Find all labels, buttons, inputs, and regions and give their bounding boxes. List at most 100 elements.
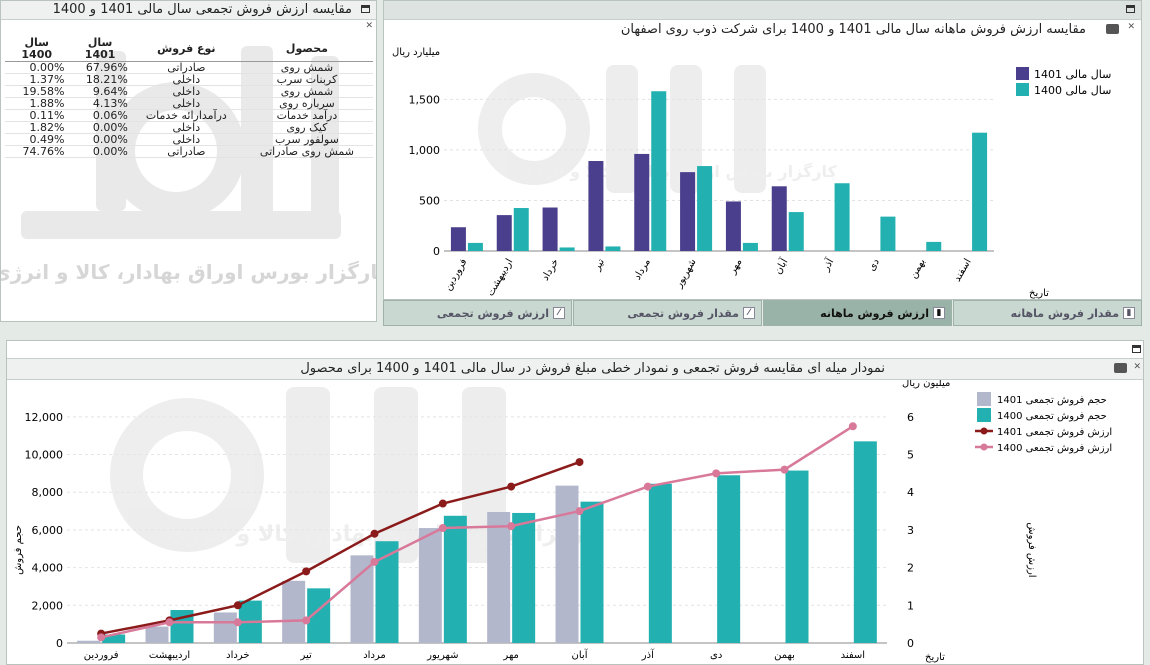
line-point[interactable] (575, 507, 584, 516)
line-point[interactable] (233, 601, 242, 610)
bar-1400[interactable] (513, 208, 529, 251)
print-icon[interactable] (1114, 363, 1127, 373)
y2-tick-label: 1 (907, 599, 914, 612)
legend-swatch (1016, 67, 1029, 80)
bar-1400[interactable] (853, 441, 877, 643)
close-icon[interactable]: ✕ (1127, 22, 1135, 32)
bar-1400[interactable] (307, 588, 331, 643)
legend-swatch (1016, 83, 1029, 96)
bar-1401[interactable] (725, 201, 741, 251)
tab-3[interactable]: ▮ مقدار فروش ماهانه (953, 300, 1142, 326)
bar-1400[interactable] (648, 483, 672, 643)
bar-1400[interactable] (834, 183, 850, 251)
tab-0[interactable]: ⁄ ارزش فروش تجمعی (383, 300, 572, 326)
bar-1400[interactable] (742, 242, 758, 251)
header-1401[interactable]: سال 1401 (68, 37, 132, 62)
bar-1400[interactable] (926, 241, 942, 251)
legend-label: ارزش فروش تجمعی 1400 (997, 443, 1112, 454)
x-tick-label: دی (866, 257, 882, 273)
bar-1401[interactable] (282, 580, 306, 643)
bar-1400[interactable] (375, 541, 399, 643)
watermark-shape (670, 65, 702, 193)
maximize-icon[interactable] (1132, 345, 1141, 353)
line-series-2[interactable] (100, 460, 580, 635)
bar-1400[interactable] (717, 475, 741, 643)
bar-1400[interactable] (580, 501, 604, 643)
line-point[interactable] (97, 633, 106, 642)
bar-1400[interactable] (788, 212, 804, 251)
bar-1401[interactable] (496, 215, 512, 251)
tab-2[interactable]: ▮ ارزش فروش ماهانه (763, 300, 952, 326)
bar-1401[interactable] (213, 612, 237, 643)
header-sale-type[interactable]: نوع فروش (131, 37, 241, 62)
table-row[interactable]: شمش روی صادراتی صادراتی 0.00% 74.76% (5, 145, 373, 158)
bar-1401[interactable] (487, 512, 511, 643)
bar-1401[interactable] (542, 207, 558, 251)
bar-1401[interactable] (350, 555, 374, 643)
maximize-icon[interactable] (361, 5, 370, 13)
table-row[interactable]: سولفور سرب داخلی 0.00% 0.49% (5, 133, 373, 146)
bar-1400[interactable] (880, 216, 896, 251)
line-point[interactable] (370, 529, 379, 538)
print-icon[interactable] (1106, 24, 1119, 34)
line-point[interactable] (165, 618, 174, 627)
table-row[interactable]: درآمد خدمات درآمدارائه خدمات 0.06% 0.11% (5, 109, 373, 122)
bar-1401[interactable] (634, 153, 650, 251)
table-row[interactable]: کیک روی داخلی 0.00% 1.82% (5, 121, 373, 134)
cell-1401: 4.13% (68, 97, 132, 110)
bar-1400[interactable] (512, 512, 536, 643)
line-point[interactable] (302, 616, 311, 625)
header-1400[interactable]: سال 1400 (5, 37, 69, 62)
bar-1401[interactable] (418, 528, 442, 643)
bar-1400[interactable] (785, 470, 809, 643)
line-point[interactable] (848, 422, 857, 431)
line-point[interactable] (302, 567, 311, 576)
bar-1401[interactable] (555, 485, 579, 643)
bar-1401[interactable] (450, 227, 466, 251)
bar-1400[interactable] (972, 132, 988, 251)
line-point[interactable] (438, 524, 447, 533)
line-point[interactable] (643, 482, 652, 491)
x-tick-label: آبان (771, 255, 791, 276)
line-series-3[interactable] (100, 425, 854, 639)
tab-1[interactable]: ⁄ مقدار فروش تجمعی (573, 300, 762, 326)
x-axis-label: تاریخ (1029, 288, 1049, 299)
line-point[interactable] (438, 499, 447, 508)
table-row[interactable]: کربنات سرب داخلی 18.21% 1.37% (5, 73, 373, 86)
table-row[interactable]: شمش روی صادراتی 67.96% 0.00% (5, 61, 373, 74)
table-row[interactable]: شمش روی داخلی 9.64% 19.58% (5, 85, 373, 98)
cell-1401: 18.21% (68, 73, 132, 86)
line-point[interactable] (507, 522, 516, 531)
bar-1401[interactable] (588, 161, 604, 251)
bar-1401[interactable] (77, 640, 101, 643)
line-point[interactable] (780, 465, 789, 474)
bar-1400[interactable] (443, 515, 467, 643)
bar-1400[interactable] (697, 166, 713, 251)
bar-1401[interactable] (771, 186, 787, 251)
bar-1401[interactable] (145, 626, 169, 643)
x-tick-label: مهر (502, 650, 518, 661)
bar-1400[interactable] (605, 246, 621, 251)
bar-1400[interactable] (467, 242, 483, 251)
line-point[interactable] (712, 469, 721, 478)
bar-1400[interactable] (559, 247, 575, 251)
close-icon[interactable]: ✕ (1133, 362, 1141, 372)
cell-1400: 0.11% (5, 109, 69, 122)
line-point[interactable] (233, 618, 242, 627)
y-tick-label: 8,000 (32, 486, 64, 499)
line-point[interactable] (370, 557, 379, 566)
bar-1400[interactable] (651, 91, 667, 251)
cell-sale-type: داخلی (131, 121, 241, 134)
x-tick-label: تیر (300, 650, 313, 661)
maximize-icon[interactable] (1126, 5, 1135, 13)
bar-1400[interactable] (102, 634, 126, 643)
y-tick-label: 1,500 (409, 93, 441, 106)
cumulative-chart-panel: نمودار میله ای مقایسه فروش تجمعی و نمودا… (6, 340, 1144, 665)
table-row[interactable]: سرباره روی داخلی 4.13% 1.88% (5, 97, 373, 110)
line-point[interactable] (575, 458, 584, 467)
line-point[interactable] (507, 482, 516, 491)
close-icon[interactable]: ✕ (365, 21, 373, 31)
header-product[interactable]: محصول (240, 37, 373, 62)
bar-1401[interactable] (680, 172, 696, 251)
legend-label: سال مالی 1401 (1034, 68, 1111, 81)
